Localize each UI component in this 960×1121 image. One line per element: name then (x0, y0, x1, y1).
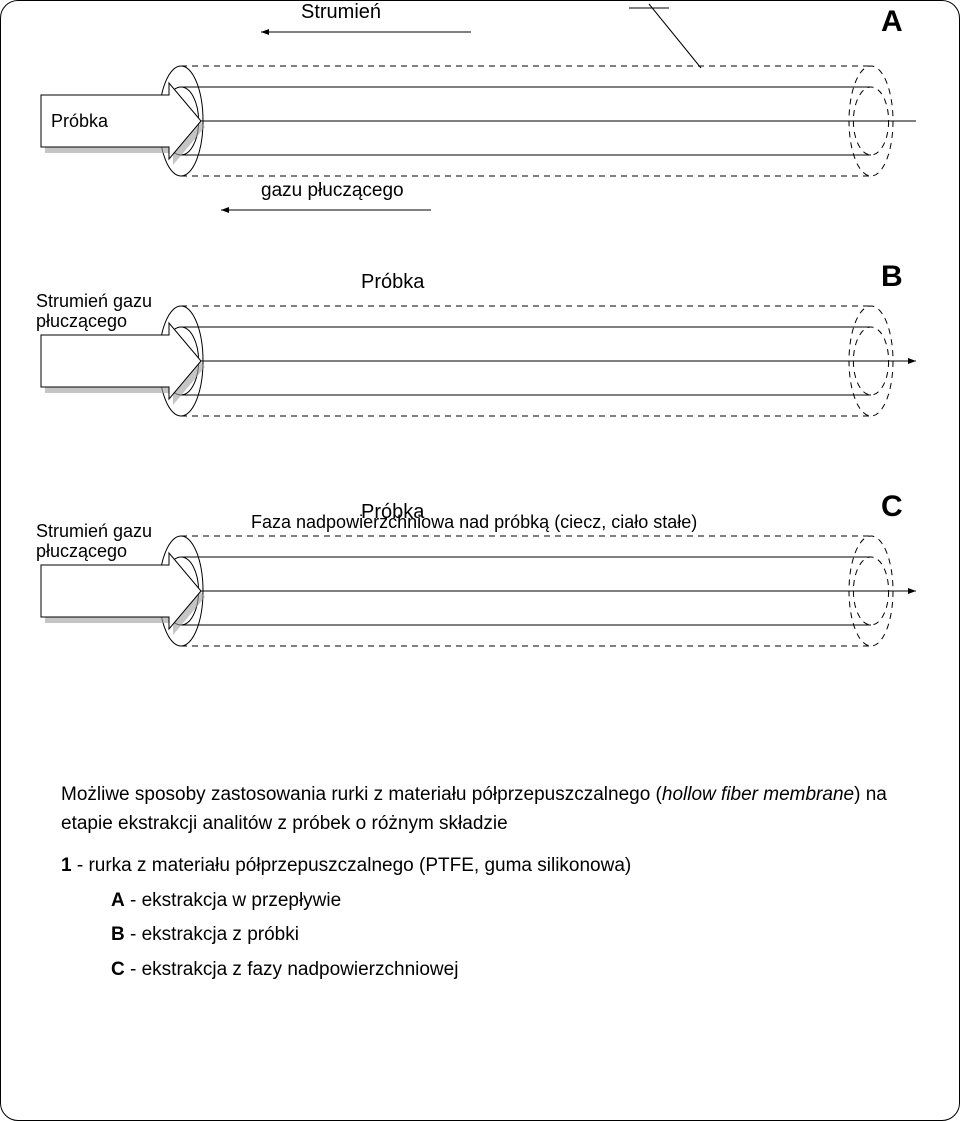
svg-text:A: A (881, 5, 903, 38)
svg-text:Strumień gazu: Strumień gazu (36, 291, 152, 311)
legend-key: A (111, 890, 125, 911)
caption-italic: hollow fiber membrane (662, 784, 854, 805)
legend-key: 1 (61, 855, 72, 876)
legend-1: 1 - rurka z materiału półprzepuszczalneg… (61, 852, 891, 881)
svg-text:Próbka: Próbka (51, 111, 109, 131)
legend-text: - ekstrakcja w przepływie (125, 890, 341, 911)
svg-text:Próbka: Próbka (361, 271, 425, 293)
svg-text:Strumień gazu: Strumień gazu (36, 521, 152, 541)
legend-a: A - ekstrakcja w przepływie (61, 887, 891, 916)
svg-text:B: B (881, 260, 903, 293)
legend-text: - rurka z materiału półprzepuszczalnego … (72, 855, 632, 876)
svg-text:Strumień: Strumień (301, 1, 381, 23)
diagram-frame: PróbkaStrumieńStrumień gazupłuczącegoPró… (0, 0, 960, 1121)
caption-block: Możliwe sposoby zastosowania rurki z mat… (61, 781, 891, 990)
diagram-svg: PróbkaStrumieńStrumień gazupłuczącegoPró… (1, 1, 960, 761)
svg-text:gazu płuczącego: gazu płuczącego (261, 180, 404, 201)
caption-main: Możliwe sposoby zastosowania rurki z mat… (61, 781, 891, 838)
caption-text: Możliwe sposoby zastosowania rurki z mat… (61, 784, 662, 805)
svg-text:C: C (881, 490, 903, 523)
svg-text:płuczącego: płuczącego (36, 311, 127, 331)
legend-text: - ekstrakcja z próbki (125, 924, 299, 945)
legend-c: C - ekstrakcja z fazy nadpowierzchniowej (61, 956, 891, 985)
svg-text:płuczącego: płuczącego (36, 541, 127, 561)
svg-text:Faza nadpowierzchniowa nad pró: Faza nadpowierzchniowa nad próbką (ciecz… (251, 512, 697, 532)
legend-key: B (111, 924, 125, 945)
legend-b: B - ekstrakcja z próbki (61, 921, 891, 950)
legend-text: - ekstrakcja z fazy nadpowierzchniowej (125, 959, 459, 980)
legend-key: C (111, 959, 125, 980)
